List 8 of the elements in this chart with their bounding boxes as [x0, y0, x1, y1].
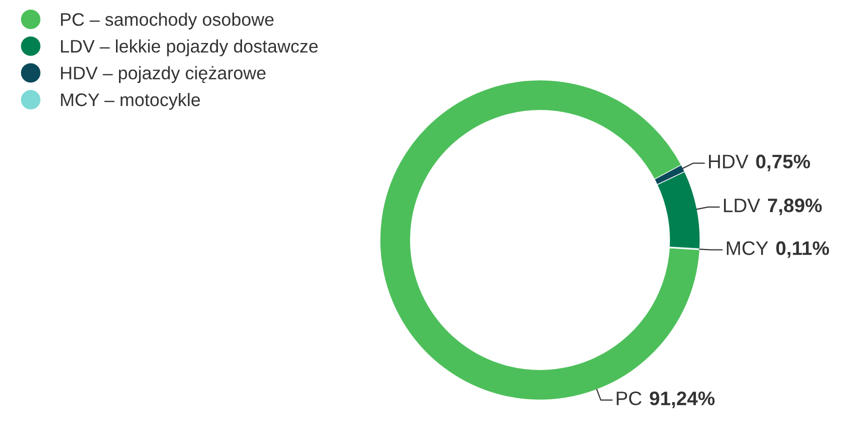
legend-label: HDV – pojazdy ciężarowe: [61, 66, 266, 84]
legend-label: PC – samochody osobowe: [61, 12, 274, 30]
data-label: HDV 0,75%: [709, 154, 810, 172]
data-label: LDV 7,89%: [724, 198, 822, 216]
data-label: MCY 0,11%: [726, 241, 830, 258]
legend-label: MCY – motocykle: [61, 92, 200, 110]
data-label: PC 91,24%: [616, 391, 715, 408]
legend-label: LDV – lekkie pojazdy dostawcze: [61, 39, 318, 56]
